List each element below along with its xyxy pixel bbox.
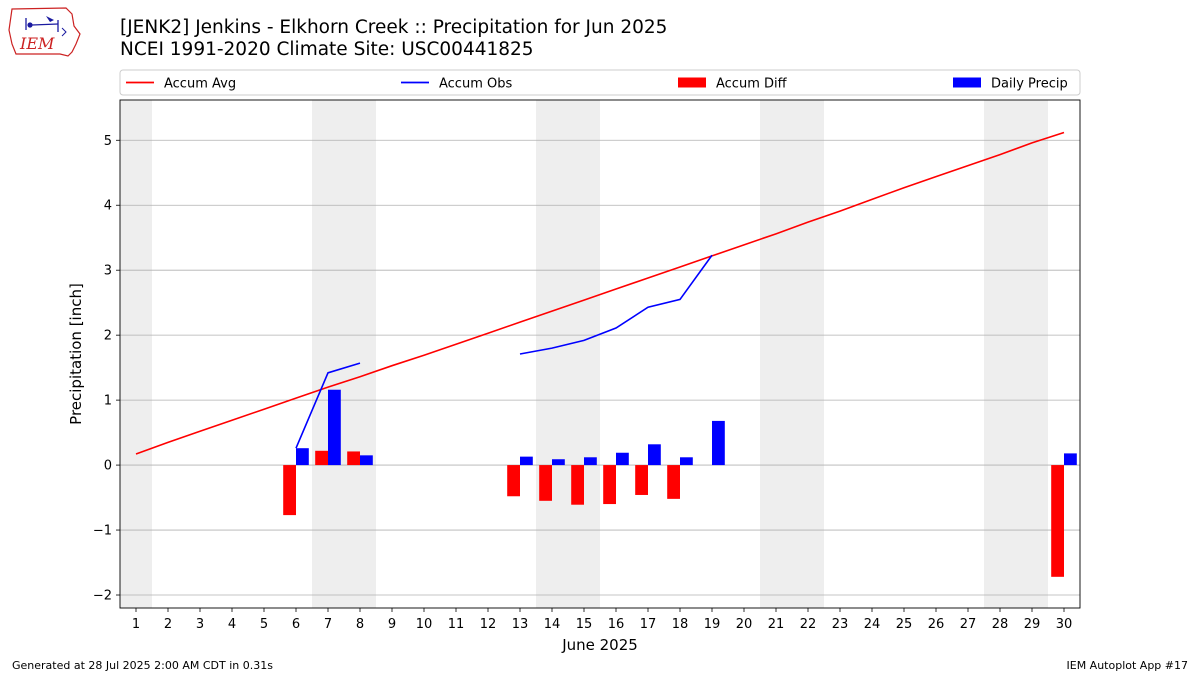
x-tick-label: 17	[640, 617, 657, 632]
y-tick-label: 5	[104, 134, 112, 149]
daily-precip-bar-day-19	[712, 420, 725, 466]
x-tick-label: 16	[608, 617, 625, 632]
y-tick-label: 1	[104, 394, 112, 409]
x-tick-label: 20	[736, 617, 753, 632]
daily-precip-bar-day-7	[328, 389, 341, 466]
daily-precip-bar-day-15	[584, 457, 597, 466]
weekend-shade-day-15	[568, 100, 600, 608]
daily-precip-bar-day-14	[552, 459, 565, 466]
x-tick-label: 10	[416, 617, 433, 632]
accum-avg-line	[135, 131, 1065, 455]
chart-subtitle: NCEI 1991-2020 Climate Site: USC00441825	[120, 39, 534, 60]
accum-obs-line-segment-2	[519, 254, 713, 355]
accum-diff-bar-day-16	[603, 465, 616, 505]
accum-diff-bar-day-15	[571, 465, 584, 505]
accum-diff-bar-day-18	[667, 465, 680, 499]
x-tick-label: 1	[132, 617, 140, 632]
weekend-shade-day-21	[760, 100, 792, 608]
x-tick-label: 29	[1024, 617, 1041, 632]
x-tick-label: 24	[864, 617, 881, 632]
daily-precip-bar-day-8	[360, 455, 373, 466]
legend-box	[119, 69, 1081, 96]
y-tick-label: 3	[104, 264, 112, 279]
daily-precip-bar-day-18	[680, 457, 693, 466]
daily-precip-bar-day-13	[520, 456, 533, 466]
accum-obs-line-segment-1	[295, 362, 361, 449]
x-tick-label: 12	[480, 617, 497, 632]
weekend-shade-day-14	[536, 100, 568, 608]
y-tick-label: 4	[104, 199, 112, 214]
x-tick-label: 8	[356, 617, 364, 632]
accum-diff-bar-day-17	[635, 465, 648, 495]
weekend-shade-day-22	[792, 100, 824, 608]
y-tick-label: 2	[104, 329, 112, 344]
x-tick-label: 21	[768, 617, 785, 632]
daily-precip-bar-day-6	[296, 448, 309, 466]
x-tick-label: 27	[960, 617, 977, 632]
legend-label-accum-diff: Accum Diff	[716, 77, 788, 92]
svg-text:IEM: IEM	[19, 34, 55, 53]
plot-frame	[119, 99, 1081, 609]
y-tick-label: −2	[93, 589, 112, 604]
legend-swatch-daily-precip	[953, 77, 981, 88]
generated-timestamp: Generated at 28 Jul 2025 2:00 AM CDT in …	[12, 659, 273, 672]
x-tick-label: 30	[1056, 617, 1073, 632]
daily-precip-bar-day-30	[1064, 453, 1077, 466]
x-tick-label: 7	[324, 617, 332, 632]
x-tick-label: 15	[576, 617, 593, 632]
iem-logo: IEM	[8, 7, 81, 57]
weekend-shade-day-29	[1016, 100, 1048, 608]
x-tick-label: 5	[260, 617, 268, 632]
accum-diff-bar-day-14	[539, 465, 552, 501]
x-tick-label: 4	[228, 617, 236, 632]
legend-swatch-accum-diff	[678, 77, 706, 88]
x-tick-label: 19	[704, 617, 721, 632]
weekend-shade-day-8	[344, 100, 376, 608]
weekend-shade-day-7	[312, 100, 344, 608]
legend-label-daily-precip: Daily Precip	[991, 77, 1068, 92]
y-tick-label: −1	[93, 524, 112, 539]
y-tick-label: 0	[104, 459, 112, 474]
x-tick-label: 28	[992, 617, 1009, 632]
x-tick-label: 18	[672, 617, 689, 632]
legend-label-accum-obs: Accum Obs	[439, 77, 512, 92]
app-credit: IEM Autoplot App #17	[1066, 659, 1189, 672]
x-tick-label: 23	[832, 617, 849, 632]
x-tick-label: 25	[896, 617, 913, 632]
legend-label-accum-avg: Accum Avg	[164, 77, 236, 92]
accum-diff-bar-day-7	[315, 450, 328, 466]
x-axis-label: June 2025	[561, 636, 638, 654]
x-tick-label: 11	[448, 617, 465, 632]
weekend-shade-day-28	[984, 100, 1016, 608]
x-tick-label: 3	[196, 617, 204, 632]
x-tick-label: 26	[928, 617, 945, 632]
x-tick-label: 22	[800, 617, 817, 632]
x-tick-label: 9	[388, 617, 396, 632]
weekend-shade-day-1	[120, 100, 152, 608]
chart-title: [JENK2] Jenkins - Elkhorn Creek :: Preci…	[120, 17, 668, 38]
x-tick-label: 13	[512, 617, 529, 632]
daily-precip-bar-day-17	[648, 444, 661, 466]
x-tick-label: 2	[164, 617, 172, 632]
accum-diff-bar-day-13	[507, 465, 520, 497]
x-tick-label: 6	[292, 617, 300, 632]
x-tick-label: 14	[544, 617, 561, 632]
accum-diff-bar-day-8	[347, 451, 360, 466]
daily-precip-bar-day-16	[616, 452, 629, 466]
accum-diff-bar-day-6	[283, 465, 296, 516]
accum-diff-bar-day-30	[1051, 465, 1064, 577]
y-axis-label: Precipitation [inch]	[67, 283, 85, 425]
